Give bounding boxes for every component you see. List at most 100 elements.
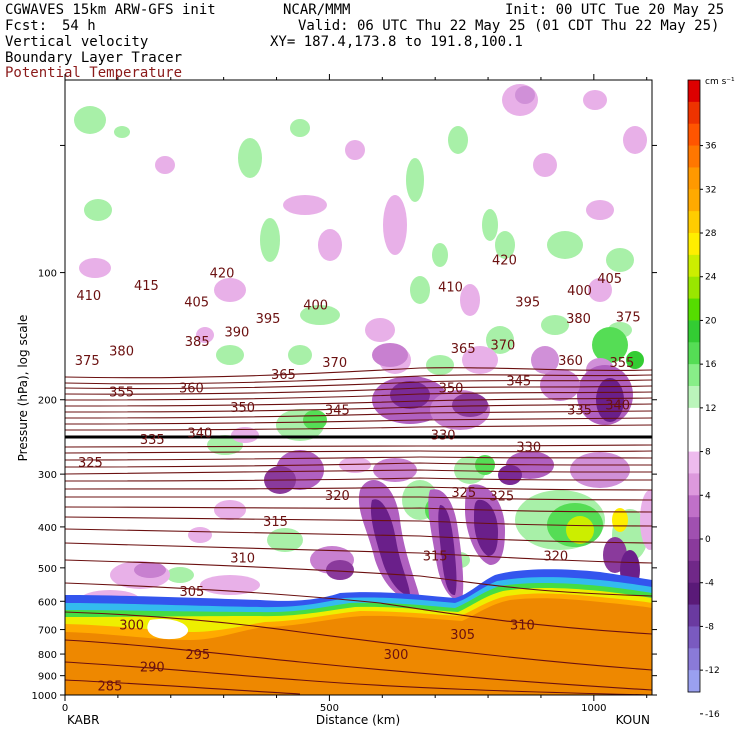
- x-axis-label: Distance (km): [316, 713, 400, 727]
- colorbar-swatch: [688, 386, 700, 409]
- theta-label: 325: [78, 456, 103, 471]
- colorbar-tick-label: 16: [705, 360, 717, 370]
- theta-label: 400: [303, 299, 328, 314]
- theta-label: 380: [566, 312, 591, 327]
- y-axis-ticks: 100 200 300 400 500 600 700 800 900 1000: [32, 144, 657, 702]
- plot-frame: [64, 79, 653, 696]
- y-tick-label: 100: [38, 269, 57, 280]
- colorbar-swatch: [688, 145, 700, 168]
- colorbar: [687, 79, 701, 693]
- theta-label: 305: [180, 585, 205, 600]
- theta-labels: 420 420 415 410 410 405 405 400 400 395 395 390 385 3…: [75, 253, 641, 695]
- theta-label: 355: [609, 356, 634, 371]
- colorbar-swatch: [688, 101, 700, 125]
- theta-label: 330: [431, 429, 456, 444]
- colorbar-tick-label: -16: [705, 710, 720, 720]
- forecast-hour: 54 h: [62, 18, 96, 34]
- theta-label: 300: [119, 618, 144, 633]
- left-endpoint-label: KABR: [67, 713, 99, 727]
- theta-label: 365: [451, 342, 476, 357]
- y-tick-label: 700: [38, 626, 57, 637]
- y-tick-label: 200: [38, 396, 57, 407]
- colorbar-tick-label: -12: [705, 666, 720, 676]
- colorbar-tick-label: 4: [705, 491, 711, 501]
- org-label: NCAR/MMM: [283, 2, 351, 18]
- theta-label: 320: [325, 489, 350, 504]
- theta-label: 415: [134, 279, 159, 294]
- theta-label: 315: [263, 515, 288, 530]
- colorbar-tick-label: 12: [705, 404, 716, 414]
- field-boundary-layer-tracer: Boundary Layer Tracer: [5, 50, 183, 66]
- theta-label: 340: [605, 398, 630, 413]
- colorbar-swatch: [688, 364, 700, 387]
- boundary-layer-tracer: [65, 569, 652, 695]
- y-axis-label: Pressure (hPa), log scale: [16, 315, 30, 462]
- theta-label: 350: [230, 401, 255, 416]
- theta-label: 310: [510, 619, 535, 634]
- theta-label: 325: [489, 489, 514, 504]
- theta-label: 400: [567, 284, 592, 299]
- colorbar-swatch: [688, 80, 700, 103]
- theta-label: 385: [185, 335, 210, 350]
- colorbar-swatch: [688, 495, 700, 518]
- theta-label: 365: [271, 368, 296, 383]
- y-tick-label: 300: [38, 470, 57, 481]
- theta-label: 390: [224, 326, 249, 341]
- theta-label: 395: [515, 295, 540, 310]
- colorbar-swatch: [688, 407, 700, 431]
- colorbar-unit: cm s⁻¹: [705, 77, 735, 87]
- colorbar-tick-label: 32: [705, 185, 716, 195]
- colorbar-swatch: [688, 582, 700, 606]
- colorbar-swatch: [688, 517, 700, 540]
- theta-label: 380: [109, 345, 134, 360]
- colorbar-tick-label: 24: [705, 273, 717, 283]
- theta-label: 335: [567, 404, 592, 419]
- theta-label: 355: [109, 385, 134, 400]
- colorbar-swatch: [688, 451, 700, 474]
- cross-section-endpoints: XY= 187.4,173.8 to 191.8,100.1: [270, 34, 523, 50]
- theta-label: 420: [492, 253, 517, 268]
- theta-label: 375: [75, 354, 100, 369]
- colorbar-swatch: [688, 539, 700, 562]
- theta-label: 325: [451, 486, 476, 501]
- colorbar-tick-label: 20: [705, 316, 717, 326]
- plot-fields: 420 420 415 410 410 405 405 400 400 395 395 390 385 3…: [65, 84, 652, 695]
- theta-label: 340: [187, 426, 212, 441]
- colorbar-swatch: [688, 320, 700, 343]
- x-tick-label: 0: [62, 703, 68, 714]
- theta-label: 370: [490, 339, 515, 354]
- theta-label: 330: [516, 440, 541, 455]
- theta-label: 420: [210, 267, 235, 282]
- init-time: Init: 00 UTC Tue 20 May 25: [505, 2, 725, 18]
- colorbar-swatch: [688, 276, 700, 300]
- theta-label: 405: [184, 295, 209, 310]
- colorbar-swatch: [688, 254, 700, 278]
- colorbar-tick-label: 8: [705, 448, 711, 458]
- theta-label: 370: [322, 356, 347, 371]
- x-tick-label: 500: [320, 703, 339, 714]
- colorbar-tick-label: 0: [705, 535, 711, 545]
- colorbar-swatch: [688, 189, 700, 212]
- theta-label: 320: [543, 550, 568, 565]
- colorbar-swatch: [688, 342, 700, 365]
- theta-label: 345: [325, 404, 350, 419]
- theta-label: 315: [423, 549, 448, 564]
- theta-label: 410: [76, 289, 101, 304]
- theta-label: 360: [179, 381, 204, 396]
- right-endpoint-label: KOUN: [616, 713, 650, 727]
- valid-time: Valid: 06 UTC Thu 22 May 25 (01 CDT Thu …: [298, 18, 720, 34]
- theta-label: 300: [384, 648, 409, 663]
- y-tick-label: 1000: [32, 691, 57, 702]
- theta-label: 285: [98, 680, 123, 695]
- colorbar-tick-label: -8: [705, 622, 714, 632]
- theta-label: 305: [450, 628, 475, 643]
- theta-label: 290: [140, 661, 165, 676]
- x-tick-label: 1000: [581, 703, 606, 714]
- colorbar-swatch: [688, 604, 700, 627]
- colorbar-tick-label: -4: [705, 579, 714, 589]
- forecast-label: Fcst:: [5, 18, 48, 34]
- y-tick-label: 600: [38, 597, 57, 608]
- theta-label: 410: [438, 281, 463, 296]
